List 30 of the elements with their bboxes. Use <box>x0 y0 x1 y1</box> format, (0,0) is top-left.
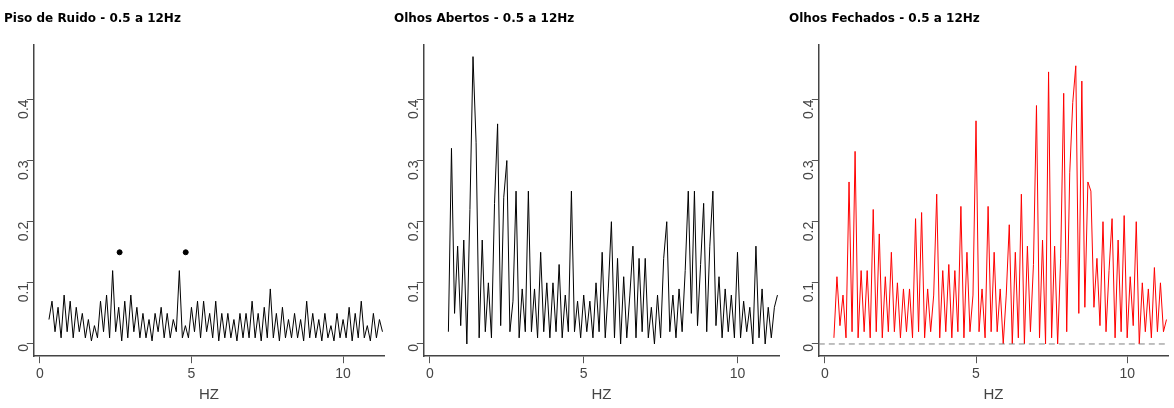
x-tick-label: 10 <box>729 365 746 382</box>
x-tick-label: 0 <box>426 365 435 382</box>
y-tick-label: 0.1 <box>14 282 31 303</box>
y-tick-label: 0.2 <box>404 221 421 242</box>
x-tick-label: 5 <box>579 365 588 382</box>
y-tick-label: 0.4 <box>799 99 816 119</box>
y-tick-label: 0.1 <box>404 282 421 303</box>
x-axis-title: HZ <box>591 385 612 403</box>
y-tick-label: 0.4 <box>404 99 421 119</box>
chart-title: Olhos Abertos - 0.5 a 12Hz <box>394 11 575 26</box>
y-tick-label: 0.3 <box>799 160 816 181</box>
x-tick-label: 10 <box>1119 365 1136 382</box>
y-tick-label: 0.3 <box>404 160 421 181</box>
y-tick-label: 0 <box>404 343 421 352</box>
x-tick-label: 10 <box>335 365 352 382</box>
x-tick-label: 0 <box>820 365 829 382</box>
chart-title: Olhos Fechados - 0.5 a 12Hz <box>789 11 980 26</box>
x-axis-title: HZ <box>983 385 1004 403</box>
y-tick-label: 0.3 <box>14 160 31 181</box>
x-tick-label: 5 <box>972 365 981 382</box>
x-tick-label: 5 <box>187 365 196 382</box>
x-axis-title: HZ <box>198 385 219 403</box>
y-tick-label: 0.1 <box>799 282 816 303</box>
y-tick-label: 0 <box>14 343 31 352</box>
y-tick-label: 0.4 <box>14 99 31 119</box>
x-tick-label: 0 <box>35 365 44 382</box>
y-tick-label: 0.2 <box>799 221 816 242</box>
y-tick-label: 0.2 <box>14 221 31 242</box>
chart-title: Piso de Ruido - 0.5 a 12Hz <box>4 11 181 26</box>
y-tick-label: 0 <box>799 343 816 352</box>
